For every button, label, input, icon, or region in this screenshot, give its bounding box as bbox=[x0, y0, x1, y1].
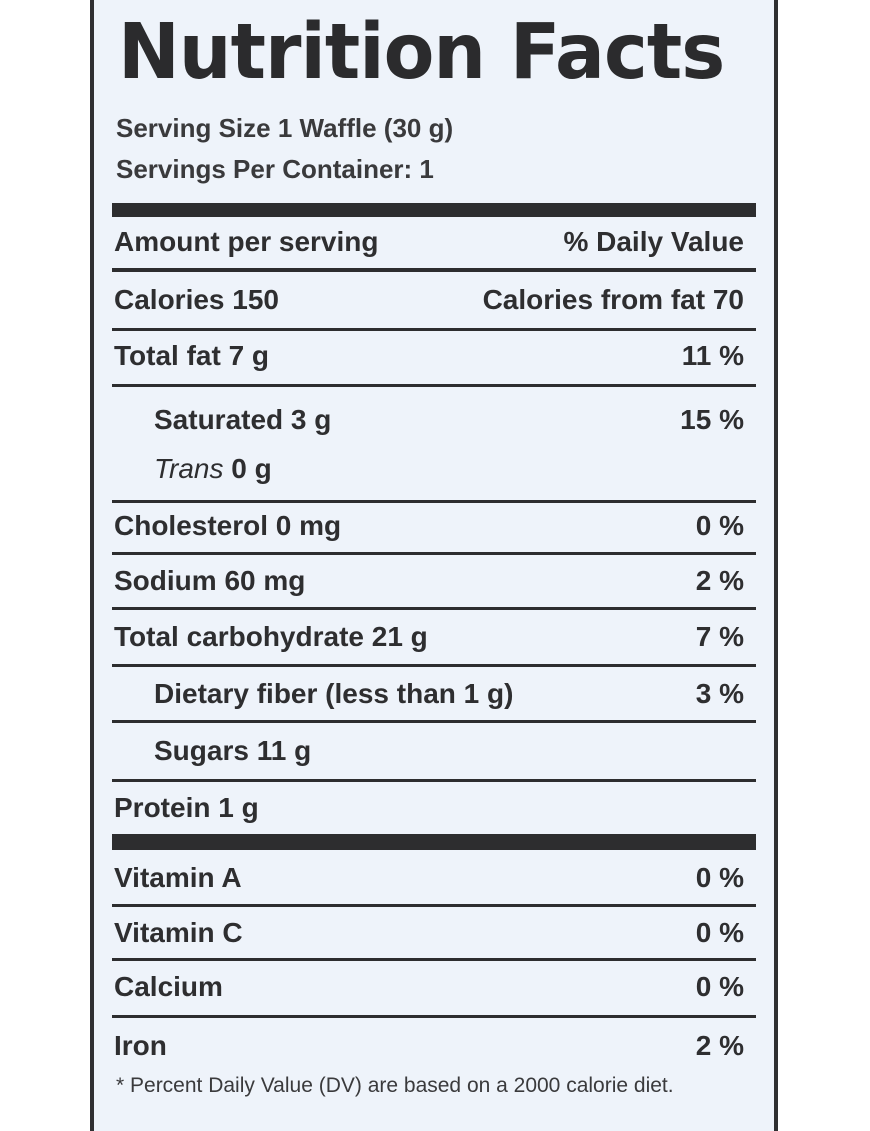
divider bbox=[112, 500, 756, 503]
vitamin-label: Calcium bbox=[114, 971, 223, 1002]
amount-per-serving-label: Amount per serving bbox=[114, 226, 379, 257]
divider bbox=[112, 904, 756, 907]
nutrient-label: Sugars 11 g bbox=[154, 735, 312, 766]
trans-italic: Trans bbox=[154, 453, 224, 484]
divider bbox=[112, 552, 756, 555]
label-title: Nutrition Facts bbox=[118, 8, 725, 97]
vitamin-dv: 2 % bbox=[695, 1030, 744, 1061]
vitamin-label: Iron bbox=[114, 1030, 167, 1061]
nutrient-dv: 11 % bbox=[681, 340, 744, 371]
vitamin-dv: 0 % bbox=[695, 917, 744, 948]
nutrient-label: Trans 0 g bbox=[154, 453, 272, 485]
nutrient-label: Total fat 7 g bbox=[114, 340, 270, 371]
calories-label: Calories 150 bbox=[114, 284, 279, 315]
serving-size: Serving Size 1 Waffle (30 g) bbox=[116, 113, 454, 143]
right-margin bbox=[774, 0, 870, 1131]
vitamin-label: Vitamin A bbox=[114, 862, 242, 893]
trans-amount: 0 g bbox=[223, 453, 272, 484]
thick-divider bbox=[112, 834, 756, 850]
servings-per-container: Servings Per Container: 1 bbox=[116, 154, 434, 184]
nutrition-label: Nutrition Facts Serving Size 1 Waffle (3… bbox=[94, 0, 774, 1131]
nutrient-label: Protein 1 g bbox=[114, 792, 259, 823]
divider bbox=[112, 1015, 756, 1018]
divider bbox=[112, 328, 756, 331]
nutrient-label: Saturated 3 g bbox=[154, 404, 332, 435]
daily-value-header: % Daily Value bbox=[563, 226, 744, 257]
vitamin-dv: 0 % bbox=[695, 971, 744, 1002]
calories-from-fat: Calories from fat 70 bbox=[482, 284, 744, 315]
vitamin-dv: 0 % bbox=[695, 862, 744, 893]
nutrient-dv: 2 % bbox=[695, 565, 744, 596]
left-margin bbox=[0, 0, 94, 1131]
divider bbox=[112, 607, 756, 610]
vitamin-label: Vitamin C bbox=[114, 917, 243, 948]
nutrient-dv: 15 % bbox=[680, 404, 744, 435]
nutrient-label: Sodium 60 mg bbox=[114, 565, 306, 596]
divider bbox=[112, 958, 756, 961]
footnote: * Percent Daily Value (DV) are based on … bbox=[116, 1074, 674, 1097]
divider bbox=[112, 664, 756, 667]
nutrient-label: Cholesterol 0 mg bbox=[114, 510, 342, 541]
nutrient-dv: 7 % bbox=[695, 621, 744, 652]
nutrient-dv: 0 % bbox=[695, 510, 744, 541]
nutrient-label: Total carbohydrate 21 g bbox=[114, 621, 428, 652]
divider bbox=[112, 384, 756, 387]
divider bbox=[112, 720, 756, 723]
nutrient-dv: 3 % bbox=[695, 678, 744, 709]
thick-divider bbox=[112, 203, 756, 217]
nutrient-label: Dietary fiber (less than 1 g) bbox=[154, 678, 514, 709]
divider bbox=[112, 779, 756, 782]
divider bbox=[112, 268, 756, 272]
